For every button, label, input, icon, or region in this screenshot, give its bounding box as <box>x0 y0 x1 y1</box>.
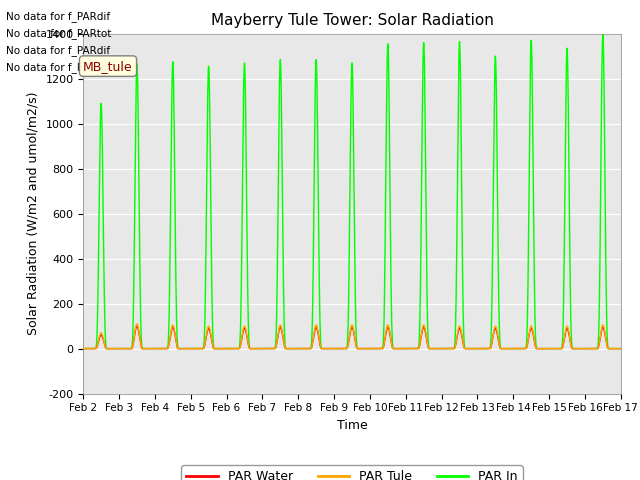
Text: No data for f_PARtot: No data for f_PARtot <box>6 28 112 39</box>
Legend: PAR Water, PAR Tule, PAR In: PAR Water, PAR Tule, PAR In <box>181 465 523 480</box>
Text: MB_tule: MB_tule <box>83 60 133 72</box>
Title: Mayberry Tule Tower: Solar Radiation: Mayberry Tule Tower: Solar Radiation <box>211 13 493 28</box>
Text: No data for f_PARdif: No data for f_PARdif <box>6 45 111 56</box>
Text: No data for f_PARtot: No data for f_PARtot <box>6 61 112 72</box>
X-axis label: Time: Time <box>337 419 367 432</box>
Y-axis label: Solar Radiation (W/m2 and umol/m2/s): Solar Radiation (W/m2 and umol/m2/s) <box>27 92 40 336</box>
Text: No data for f_PARdif: No data for f_PARdif <box>6 11 111 22</box>
